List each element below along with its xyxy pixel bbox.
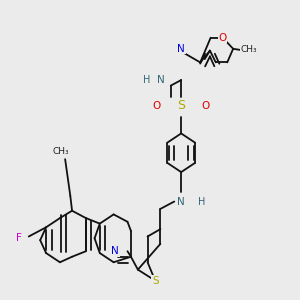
Text: N: N [177, 196, 185, 206]
Text: O: O [153, 101, 161, 111]
Text: O: O [219, 33, 227, 43]
Text: S: S [177, 99, 185, 112]
Text: F: F [16, 233, 22, 243]
Text: S: S [152, 276, 158, 286]
Text: H: H [198, 196, 206, 206]
Text: CH₃: CH₃ [240, 45, 257, 54]
Text: O: O [201, 101, 209, 111]
Text: N: N [112, 246, 119, 256]
Text: H: H [143, 75, 150, 85]
Text: N: N [177, 44, 185, 54]
Text: CH₃: CH₃ [53, 146, 69, 155]
Text: N: N [157, 75, 164, 85]
